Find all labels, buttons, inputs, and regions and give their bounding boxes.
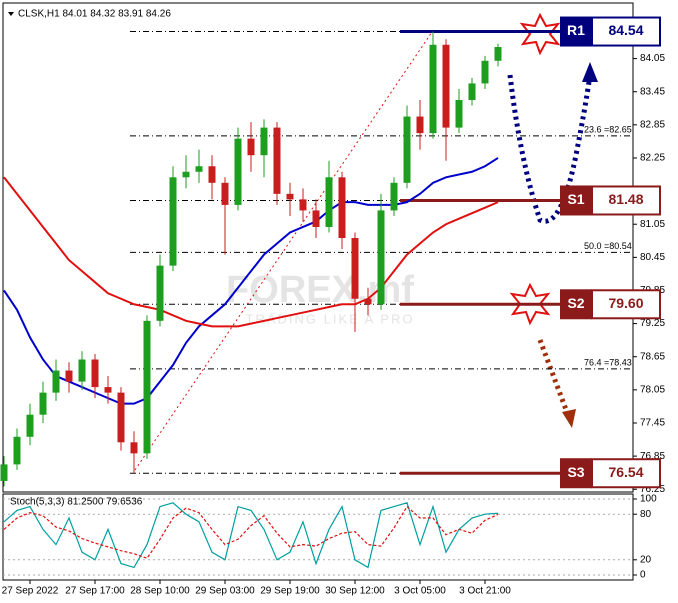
candle-body	[130, 442, 138, 454]
level-value: 79.60	[608, 295, 643, 311]
candle-body	[234, 138, 242, 205]
menu-arrow	[8, 12, 14, 16]
chart-title: CLSK,H1 84.01 84.32 83.91 84.26	[18, 9, 171, 20]
candle-body	[156, 265, 164, 321]
level-box-name	[560, 289, 592, 320]
stoch-tick-label: 100	[640, 494, 657, 505]
stoch-main	[3, 502, 499, 569]
y-tick-label: 77.45	[640, 418, 665, 429]
candle-body	[286, 193, 294, 200]
candle-body	[0, 464, 8, 481]
y-tick-label: 82.25	[640, 153, 665, 164]
candle-body	[39, 392, 47, 415]
y-tick-label: 79.25	[640, 318, 665, 329]
candle-body	[455, 99, 463, 128]
candle-body	[390, 182, 398, 211]
y-tick-label: 81.05	[640, 219, 665, 230]
moving-average	[3, 176, 499, 328]
x-tick-label: 28 Sep 10:00	[130, 586, 190, 597]
candle-body	[442, 44, 450, 128]
candle-body	[351, 238, 359, 299]
candle-body	[416, 116, 424, 134]
candle-body	[208, 166, 216, 183]
stoch-title: Stoch(5,3,3) 81.2500 79.6536	[10, 497, 143, 508]
candle-body	[182, 171, 190, 178]
scenario-arrowhead	[582, 62, 598, 82]
y-tick-label: 76.85	[640, 451, 665, 462]
x-tick-label: 27 Sep 2022	[2, 586, 59, 597]
candle-body	[338, 177, 346, 239]
candle-body	[325, 177, 333, 227]
candle-body	[247, 138, 255, 156]
level-box-name	[560, 16, 592, 47]
y-tick-label: 78.05	[640, 384, 665, 395]
candle-body	[117, 392, 125, 443]
y-tick-label: 78.65	[640, 351, 665, 362]
candle-body	[429, 44, 437, 134]
candle-body	[78, 359, 86, 382]
candle-body	[143, 320, 151, 454]
level-box-name	[560, 458, 592, 489]
candle-body	[260, 127, 268, 156]
fib-label: 23.6 =82.65	[584, 124, 632, 134]
level-box-value	[591, 289, 661, 320]
candle-body	[65, 370, 73, 382]
burst	[519, 12, 561, 56]
y-tick-label: 76.25	[640, 484, 665, 495]
fib-trendline	[134, 31, 433, 471]
candle-body	[299, 199, 307, 211]
level-box-value	[591, 16, 661, 47]
scenario-path	[507, 74, 593, 224]
moving-average	[3, 157, 499, 405]
fib-label: 76.4 =78.43	[584, 357, 632, 367]
candle-body	[13, 436, 21, 465]
candle-body	[221, 182, 229, 205]
fib-label: 50.0 =80.54	[584, 241, 632, 251]
candle-body	[312, 210, 320, 227]
scenario-down-head	[562, 409, 576, 428]
x-tick-label: 29 Sep 03:00	[195, 586, 255, 597]
candle-body	[104, 387, 112, 393]
level-name: S3	[567, 464, 584, 480]
candle-body	[494, 46, 502, 61]
main-panel	[2, 2, 634, 493]
level-box-name	[560, 185, 592, 216]
x-tick-label: 27 Sep 17:00	[65, 586, 125, 597]
candle-body	[481, 60, 489, 84]
level-name: R1	[567, 22, 585, 38]
x-tick-label: 3 Oct 05:00	[394, 586, 446, 597]
x-tick-label: 30 Sep 12:00	[325, 586, 385, 597]
candle-body	[377, 210, 385, 305]
candle-body	[52, 370, 60, 393]
candle-body	[195, 166, 203, 172]
level-value: 84.54	[608, 22, 643, 38]
candle-body	[91, 359, 99, 388]
level-name: S1	[567, 191, 584, 207]
stoch-tick-label: 80	[640, 509, 652, 520]
y-tick-label: 84.05	[640, 53, 665, 64]
stoch-tick-label: 20	[640, 554, 652, 565]
stoch-tick-label: 0	[640, 570, 646, 581]
y-tick-label: 83.45	[640, 86, 665, 97]
candle-body	[273, 127, 281, 194]
x-tick-label: 29 Sep 19:00	[260, 586, 320, 597]
candle-body	[403, 116, 411, 183]
candle-body	[468, 83, 476, 100]
level-value: 76.54	[608, 464, 643, 480]
stoch-signal	[3, 505, 499, 559]
x-tick-label: 3 Oct 21:00	[459, 586, 511, 597]
candle-body	[169, 177, 177, 266]
candle-body	[364, 298, 372, 305]
level-value: 81.48	[608, 191, 643, 207]
level-name: S2	[567, 295, 584, 311]
candle-body	[26, 414, 34, 437]
y-tick-label: 82.85	[640, 119, 665, 130]
level-box-value	[591, 458, 661, 489]
level-box-value	[591, 185, 661, 216]
y-tick-label: 80.45	[640, 252, 665, 263]
stoch-panel	[2, 493, 634, 581]
